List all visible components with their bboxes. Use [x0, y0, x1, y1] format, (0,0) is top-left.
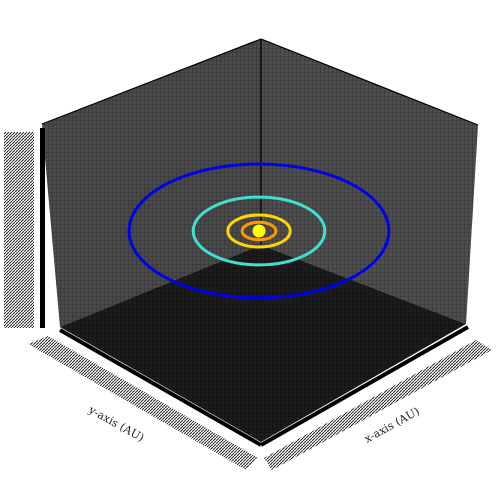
x-tick-labels	[264, 340, 492, 470]
axis-edges	[59, 325, 469, 447]
orbit-1	[240, 220, 278, 242]
orbit-4	[127, 162, 391, 300]
orbit-2	[226, 213, 292, 249]
z-tick-labels	[4, 132, 34, 328]
y-axis-label: y-axis (AU)	[86, 403, 147, 445]
center-body-point	[252, 224, 266, 238]
pane-edges	[41, 38, 479, 245]
y-tick-labels	[28, 336, 258, 470]
z-axis	[4, 128, 45, 328]
orbits	[127, 162, 391, 300]
orbit-3	[191, 195, 327, 267]
